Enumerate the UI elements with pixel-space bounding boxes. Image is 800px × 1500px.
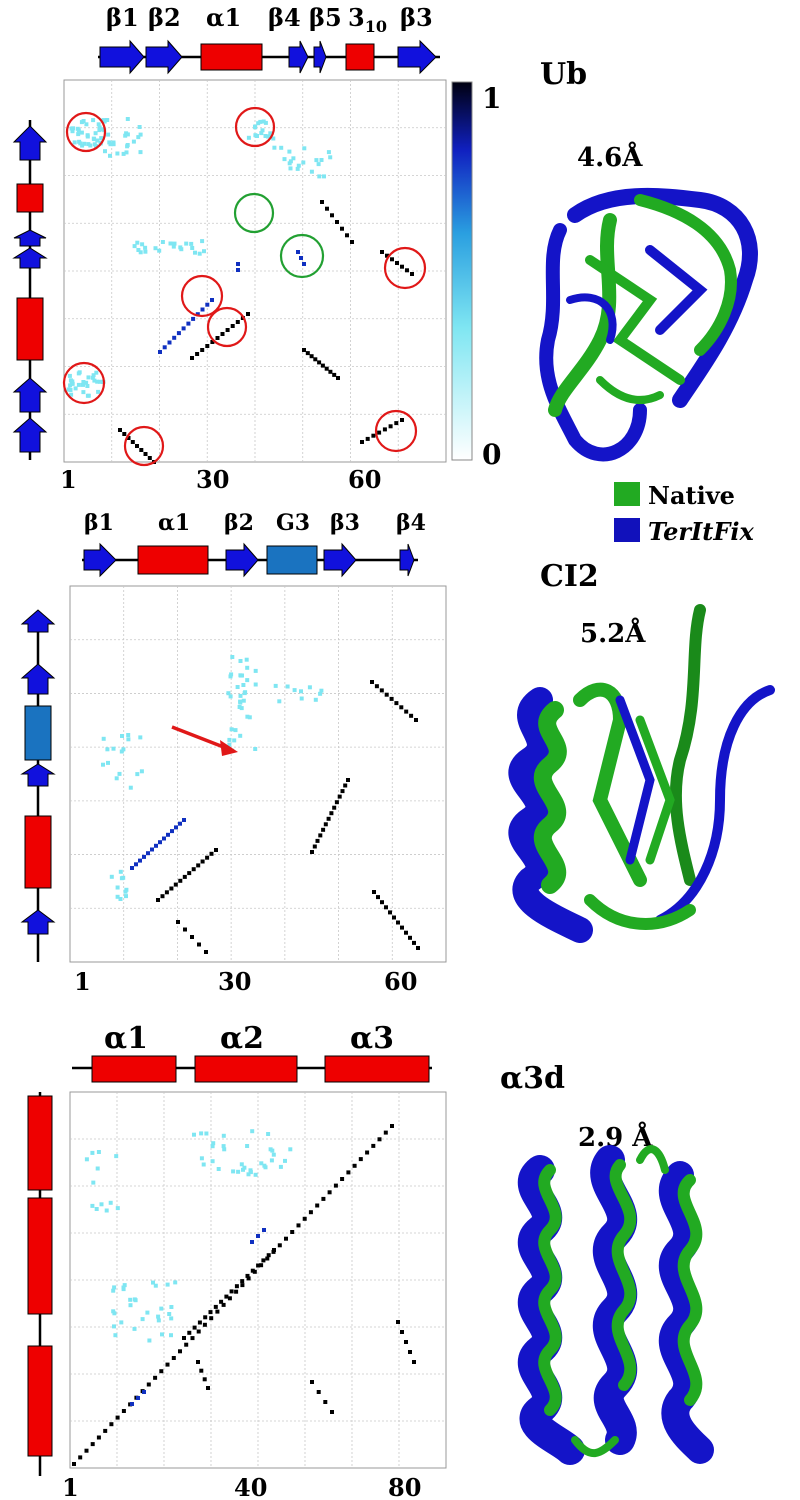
a3d-contact-map — [69, 1091, 447, 1469]
ub-ss-label-310: 310 — [348, 3, 387, 36]
ci2-x-tick-30: 30 — [218, 967, 251, 996]
ub-ss-label-beta4: β4 — [268, 3, 301, 32]
legend-swatch-native — [614, 482, 640, 506]
ci2-contact-map — [69, 585, 447, 963]
ci2-ss-label-beta3: β3 — [330, 510, 360, 536]
ci2-ss-label-alpha1: α1 — [158, 510, 190, 536]
a3d-top-ss-bar: α1 α2 α3 — [72, 1021, 432, 1083]
ci2-contact-points — [101, 655, 420, 954]
ub-ss-beta4 — [288, 40, 309, 74]
ci2-top-ss-bar: β1 α1 β2 G3 β3 β4 — [82, 510, 426, 578]
ub-x-tick-30: 30 — [196, 465, 229, 494]
ub-left-ss-bar — [12, 120, 48, 460]
a3d-ss-label-alpha3: α3 — [350, 1021, 394, 1056]
a3d-protein-label: α3d — [500, 1061, 565, 1096]
panel-ci2: β1 α1 β2 G3 β3 β4 1 30 60 — [20, 510, 775, 996]
panel-a3d: α1 α2 α3 1 40 80 α3d 2.9 Å — [27, 1021, 714, 1500]
a3d-left-ss-bar — [27, 1092, 53, 1476]
legend-label-native: Native — [648, 481, 735, 510]
legend-swatch-teritfix — [614, 518, 640, 542]
ci2-ss-label-beta1: β1 — [84, 510, 114, 536]
a3d-x-tick-80: 80 — [388, 1473, 421, 1500]
ub-ss-label-beta3: β3 — [400, 3, 433, 32]
ub-legend: Native TerItFix — [614, 481, 754, 546]
ci2-grid — [70, 586, 446, 962]
ci2-ss-label-g3: G3 — [276, 510, 310, 536]
ub-ss-label-alpha1: α1 — [206, 3, 241, 32]
ub-ss-beta5 — [313, 40, 327, 74]
a3d-contact-points — [72, 1124, 416, 1466]
a3d-x-tick-40: 40 — [234, 1473, 267, 1500]
ub-ss-beta2 — [145, 39, 183, 75]
ub-ss-310 — [345, 43, 375, 71]
ci2-ss-label-beta4: β4 — [396, 510, 426, 536]
a3d-ss-label-alpha1: α1 — [104, 1021, 148, 1056]
a3d-grid — [70, 1092, 446, 1468]
panel-ub: β1 β2 α1 β4 β5 310 β3 — [12, 3, 758, 546]
ub-colorbar-max: 1 — [482, 82, 501, 115]
ci2-x-tick-60: 60 — [384, 967, 417, 996]
ub-top-ss-bar: β1 β2 α1 β4 β5 310 β3 — [98, 3, 440, 75]
ub-rmsd-label: 4.6Å — [577, 142, 643, 173]
ci2-ss-label-beta2: β2 — [224, 510, 254, 536]
ub-x-tick-60: 60 — [348, 465, 381, 494]
a3d-ss-label-alpha2: α2 — [220, 1021, 264, 1056]
ub-contact-map — [62, 79, 447, 467]
ub-contact-points — [66, 117, 414, 464]
ci2-left-ss-bar — [20, 609, 56, 962]
ub-x-tick-1: 1 — [60, 465, 77, 494]
ci2-rmsd-label: 5.2Å — [580, 618, 646, 649]
ci2-structure-image — [508, 604, 775, 943]
ub-structure-image — [539, 187, 758, 462]
ci2-annotation-arrow — [171, 725, 238, 756]
ci2-x-tick-1: 1 — [74, 967, 91, 996]
ub-ss-beta3 — [397, 39, 437, 75]
a3d-structure-image — [517, 1145, 714, 1465]
ub-ss-alpha1 — [200, 43, 263, 71]
legend-label-teritfix: TerItFix — [648, 517, 754, 546]
a3d-x-tick-1: 1 — [62, 1473, 79, 1500]
ub-annotation-circles — [62, 106, 427, 467]
ub-colorbar: 1 0 — [451, 81, 501, 471]
ub-protein-label: Ub — [540, 57, 587, 92]
ub-colorbar-min: 0 — [482, 438, 501, 471]
ci2-protein-label: CI2 — [540, 559, 599, 594]
ub-ss-label-beta5: β5 — [309, 3, 342, 32]
ub-ss-label-beta1: β1 — [106, 3, 139, 32]
ub-ss-label-beta2: β2 — [148, 3, 181, 32]
ub-ss-beta1 — [99, 39, 145, 75]
